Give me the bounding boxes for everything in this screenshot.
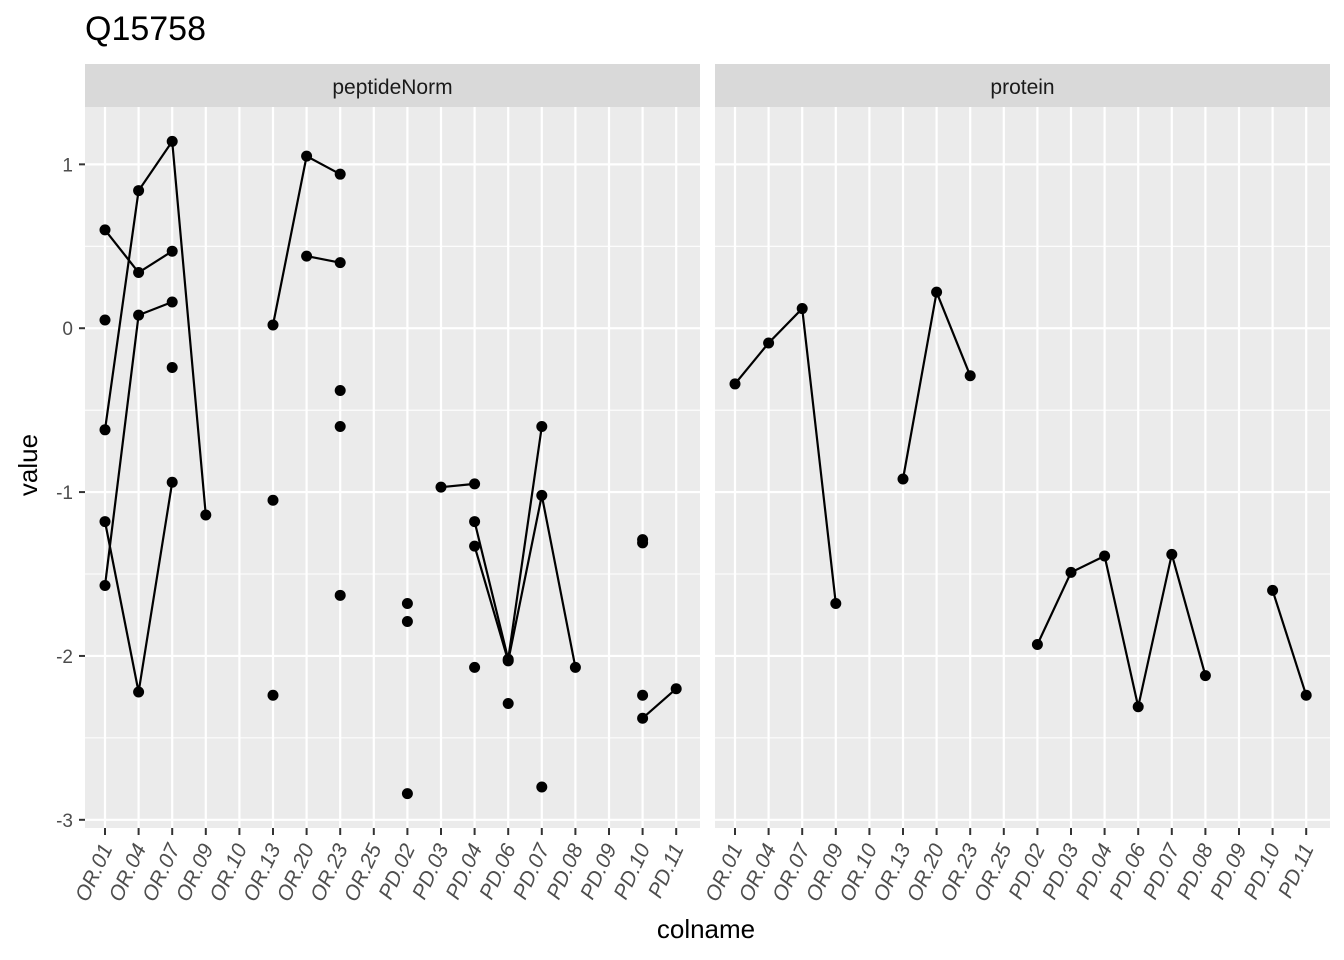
data-point xyxy=(796,303,808,315)
panel-background xyxy=(715,107,1330,828)
data-point xyxy=(964,370,976,382)
data-point xyxy=(1031,638,1043,650)
data-point xyxy=(99,314,111,326)
data-point xyxy=(1132,701,1144,713)
data-point xyxy=(830,598,842,610)
strip-header xyxy=(715,64,1330,107)
data-point xyxy=(334,421,346,433)
data-point xyxy=(133,686,145,698)
y-tick-label: -1 xyxy=(56,483,73,504)
data-point xyxy=(502,697,514,709)
data-point xyxy=(99,224,111,236)
data-point xyxy=(301,150,313,162)
data-point xyxy=(133,309,145,321)
data-point xyxy=(1199,670,1211,682)
data-point xyxy=(670,683,682,695)
y-tick-label: -2 xyxy=(56,647,73,668)
data-point xyxy=(99,579,111,591)
data-point xyxy=(469,516,481,528)
data-point xyxy=(763,337,775,349)
data-point xyxy=(469,540,481,552)
data-point xyxy=(267,319,279,331)
data-point xyxy=(133,267,145,279)
data-point xyxy=(502,655,514,667)
series-line xyxy=(103,138,207,516)
series-line xyxy=(641,687,677,720)
data-point xyxy=(1099,550,1111,562)
data-point xyxy=(334,384,346,396)
data-point xyxy=(200,509,212,521)
data-point xyxy=(166,476,178,488)
series-line xyxy=(1271,590,1308,696)
data-point xyxy=(931,286,943,298)
data-point xyxy=(401,788,413,800)
data-point xyxy=(301,250,313,262)
data-point xyxy=(536,489,548,501)
data-point xyxy=(334,257,346,269)
data-point xyxy=(637,689,649,701)
series-line xyxy=(306,255,341,264)
data-point xyxy=(334,589,346,601)
y-tick-label: 1 xyxy=(62,155,73,176)
data-point xyxy=(401,616,413,628)
panels: peptideNorm10-1-2-3OR.01OR.04OR.07OR.09O… xyxy=(56,64,1330,905)
y-tick-label: 0 xyxy=(62,319,73,340)
data-point xyxy=(166,245,178,257)
strip-label: peptideNorm xyxy=(332,76,452,99)
data-point xyxy=(1300,689,1312,701)
strip-label: protein xyxy=(990,76,1054,99)
data-point xyxy=(166,362,178,374)
data-point xyxy=(99,516,111,528)
data-point xyxy=(334,168,346,180)
data-point xyxy=(729,378,741,390)
panel-peptideNorm: peptideNorm10-1-2-3OR.01OR.04OR.07OR.09O… xyxy=(56,64,700,905)
data-point xyxy=(637,537,649,549)
data-point xyxy=(536,421,548,433)
chart-title: Q15758 xyxy=(85,10,206,48)
data-point xyxy=(1166,548,1178,560)
data-point xyxy=(267,689,279,701)
data-point xyxy=(536,781,548,793)
data-point xyxy=(469,478,481,490)
series-line xyxy=(473,495,577,668)
data-point xyxy=(1065,566,1077,578)
series-line xyxy=(440,482,475,489)
data-point xyxy=(133,185,145,197)
data-point xyxy=(99,424,111,436)
data-point xyxy=(569,661,581,673)
data-point xyxy=(267,494,279,506)
strip-header xyxy=(85,64,700,107)
y-axis-title: value xyxy=(13,434,43,496)
data-point xyxy=(1267,584,1279,596)
data-point xyxy=(469,661,481,673)
data-point xyxy=(435,481,447,493)
series-line xyxy=(734,306,837,604)
data-point xyxy=(166,296,178,308)
y-tick-label: -3 xyxy=(56,811,73,832)
data-point xyxy=(637,712,649,724)
data-point xyxy=(897,473,909,485)
panel-background xyxy=(85,107,700,828)
series-line xyxy=(1036,554,1207,707)
panel-protein: proteinOR.01OR.04OR.07OR.09OR.10OR.13OR.… xyxy=(701,64,1330,905)
x-axis-title: colname xyxy=(657,914,755,944)
data-point xyxy=(166,135,178,147)
data-point xyxy=(401,598,413,610)
